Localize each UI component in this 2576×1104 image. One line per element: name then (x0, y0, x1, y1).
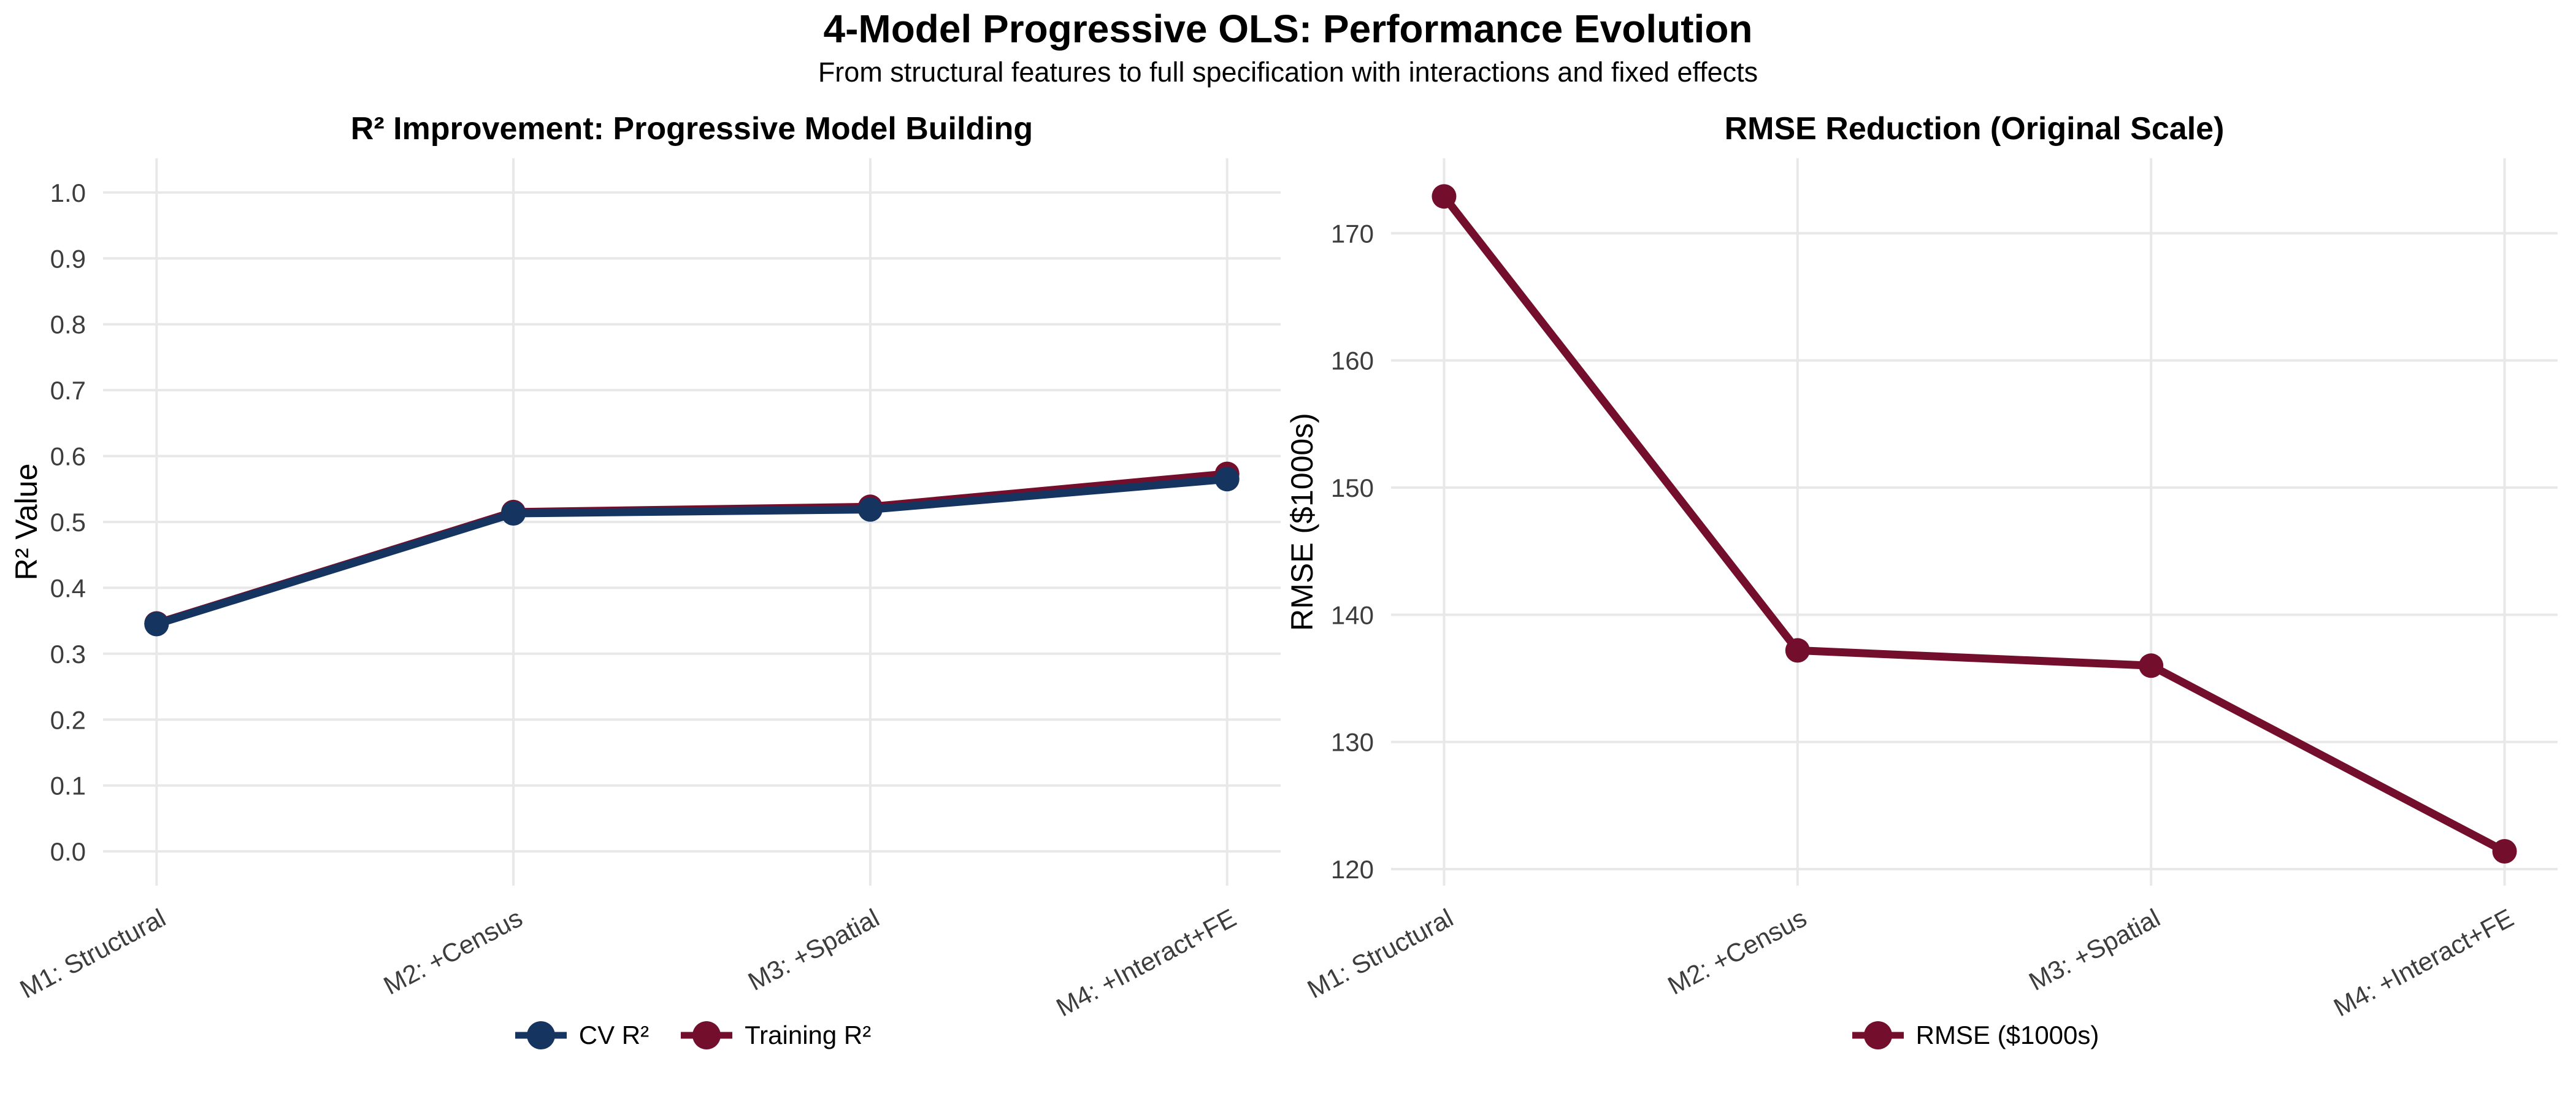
x-tick-label: M2: +Census (379, 903, 527, 1000)
data-point (1785, 638, 1810, 663)
legend-label: Training R² (745, 1021, 872, 1049)
y-tick-label: 0.2 (50, 705, 86, 734)
legend-item: CV R² (513, 1019, 649, 1051)
data-point (2139, 653, 2164, 678)
x-tick-label: M1: Structural (1303, 903, 1458, 1003)
figure-subtitle: From structural features to full specifi… (818, 56, 1758, 88)
right-chart-legend: RMSE ($1000s) (1391, 1019, 2558, 1051)
y-tick-label: 0.1 (50, 772, 86, 800)
x-tick-label: M3: +Spatial (743, 903, 884, 996)
legend-marker-icon (1852, 1021, 1904, 1049)
series-line-0 (152, 475, 1232, 629)
y-tick-label: 0.6 (50, 442, 86, 471)
legend-label: RMSE ($1000s) (1915, 1021, 2099, 1049)
x-tick-label: M2: +Census (1663, 903, 1811, 1000)
data-point (1432, 184, 1457, 209)
legend-marker-icon (681, 1021, 733, 1049)
y-tick-label: 1.0 (50, 178, 86, 207)
legend-label: CV R² (578, 1021, 650, 1049)
right-chart-title: RMSE Reduction (Original Scale) (1724, 111, 2225, 147)
y-tick-label: 0.4 (50, 573, 86, 602)
y-tick-label: 120 (1331, 855, 1374, 884)
legend-item: Training R² (678, 1019, 871, 1051)
y-tick-label: 0.9 (50, 244, 86, 273)
y-tick-label: 170 (1331, 219, 1374, 248)
series-line-0 (1439, 192, 2509, 856)
data-point (144, 611, 169, 637)
y-tick-label: 130 (1331, 728, 1374, 757)
y-axis-label: RMSE ($1000s) (1285, 413, 1319, 631)
y-tick-label: 140 (1331, 600, 1374, 629)
left-chart-title: R² Improvement: Progressive Model Buildi… (350, 111, 1033, 147)
data-point (2492, 839, 2517, 864)
y-axis-label: R² Value (9, 464, 44, 581)
x-tick-label: M4: +Interact+FE (1051, 903, 1241, 1022)
figure-title: 4-Model Progressive OLS: Performance Evo… (823, 7, 1753, 51)
x-tick-label: M3: +Spatial (2024, 903, 2164, 996)
y-tick-label: 0.3 (50, 640, 86, 669)
data-point (857, 497, 883, 522)
left-chart-legend: CV R² Training R² (103, 1019, 1281, 1051)
y-tick-label: 160 (1331, 347, 1374, 375)
legend-item: RMSE ($1000s) (1850, 1019, 2099, 1051)
legend-marker-icon (515, 1021, 567, 1049)
x-tick-label: M4: +Interact+FE (2329, 903, 2518, 1022)
y-tick-label: 0.8 (50, 310, 86, 339)
x-tick-label: M1: Structural (15, 903, 171, 1003)
y-tick-label: 0.5 (50, 508, 86, 537)
data-point (501, 501, 526, 526)
y-tick-label: 150 (1331, 473, 1374, 502)
data-point (1214, 467, 1240, 492)
y-tick-label: 0.7 (50, 376, 86, 405)
y-tick-label: 0.0 (50, 837, 86, 866)
